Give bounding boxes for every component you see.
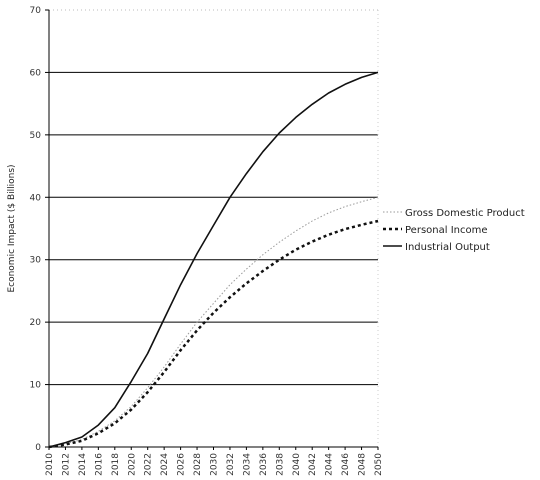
x-tick-label: 2012: [61, 453, 71, 476]
y-tick-label: 40: [30, 193, 42, 203]
x-tick-label: 2010: [45, 453, 55, 476]
series-lines: [48, 71, 379, 449]
x-tick-label: 2018: [111, 453, 121, 476]
x-tick-label: 2040: [292, 453, 302, 476]
series-line-2: [48, 219, 379, 449]
x-tick-label: 2036: [259, 453, 269, 476]
legend-label: Gross Domestic Product: [405, 208, 525, 219]
y-tick-label: 0: [35, 443, 41, 453]
y-tick-label: 10: [30, 381, 42, 391]
y-axis-title: Economic Impact ($ Billions): [7, 164, 17, 292]
x-tick-label: 2038: [275, 453, 285, 476]
legend-label: Industrial Output: [405, 242, 490, 253]
x-tick-label: 2020: [127, 453, 137, 476]
x-tick-label: 2050: [374, 453, 384, 476]
x-tick-labels: 2010 2012 2014 2016 2018 2020 2022 2024 2026 2028…: [45, 453, 384, 476]
x-tick-label: 2032: [226, 453, 236, 476]
x-tick-label: 2044: [325, 453, 335, 476]
legend: Gross Domestic Product Personal Income Ind…: [383, 208, 525, 253]
gridlines: [49, 9, 379, 447]
x-tick-label: 2048: [358, 453, 368, 476]
axes: [45, 9, 379, 450]
x-tick-label: 2014: [78, 453, 88, 476]
y-tick-label: 50: [30, 131, 42, 141]
x-tick-label: 2022: [144, 453, 154, 476]
x-tick-label: 2028: [193, 453, 203, 476]
y-tick-label: 60: [30, 68, 42, 78]
series-line-1: [48, 196, 379, 448]
x-tick-label: 2030: [210, 453, 220, 476]
y-tick-label: 30: [30, 256, 42, 266]
legend-label: Personal Income: [405, 225, 488, 236]
x-tick-label: 2034: [242, 453, 252, 476]
y-tick-label: 20: [30, 318, 42, 328]
y-tick-label: 70: [30, 6, 42, 16]
x-tick-label: 2016: [94, 453, 104, 476]
x-tick-label: 2024: [160, 453, 170, 476]
x-tick-label: 2046: [341, 453, 351, 476]
series-line-3: [48, 71, 379, 448]
y-tick-labels: 0 10 20 30 40 50 60 70: [30, 6, 42, 453]
x-tick-label: 2042: [308, 453, 318, 476]
x-tick-label: 2026: [177, 453, 187, 476]
